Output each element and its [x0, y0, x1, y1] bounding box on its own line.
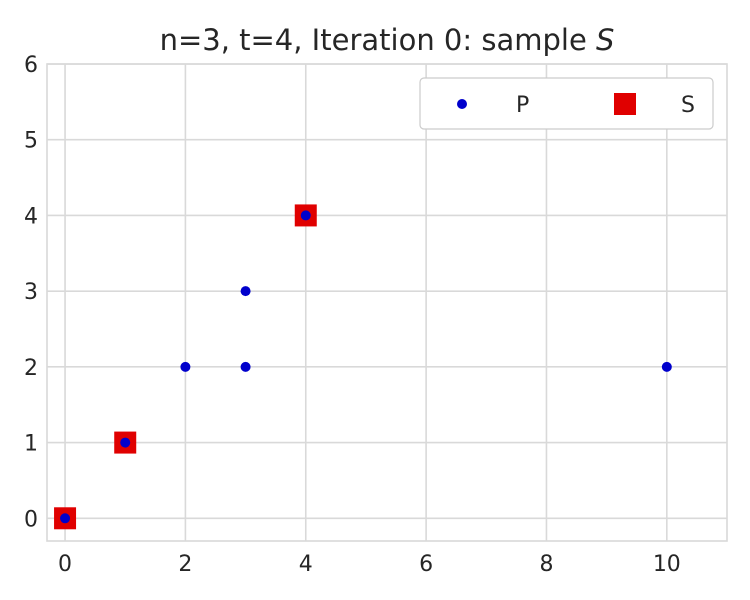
grid-lines — [47, 63, 727, 541]
legend-label-s: S — [681, 93, 695, 118]
legend-box — [419, 77, 714, 130]
legend-label-p: P — [516, 93, 529, 118]
plot-frame — [46, 63, 728, 542]
chart-title: n=3, t=4, Iteration 0: sample S — [160, 23, 615, 57]
x-tick-label: 10 — [653, 552, 681, 577]
chart-title-text: n=3, t=4, Iteration 0: sample — [160, 23, 596, 57]
x-tick-label: 2 — [178, 552, 192, 577]
legend: P S — [419, 77, 714, 130]
chart-title-italic: S — [596, 23, 614, 57]
point-p — [661, 361, 672, 372]
y-tick-label: 5 — [24, 129, 38, 154]
point-p — [180, 361, 191, 372]
point-p — [60, 513, 71, 524]
point-p — [240, 286, 251, 297]
x-tick-label: 4 — [299, 552, 313, 577]
y-tick-label: 6 — [24, 53, 38, 78]
x-tick-label: 6 — [419, 552, 433, 577]
point-p — [120, 437, 131, 448]
tick-labels: 0 2 4 6 8 10 0 1 2 3 4 5 6 — [24, 53, 681, 577]
x-tick-label: 0 — [58, 552, 72, 577]
y-tick-label: 4 — [24, 204, 38, 229]
y-tick-label: 0 — [24, 507, 38, 532]
y-tick-label: 3 — [24, 280, 38, 305]
y-tick-label: 2 — [24, 356, 38, 381]
y-tick-label: 1 — [24, 432, 38, 457]
legend-marker-p — [457, 99, 467, 109]
legend-marker-s — [614, 93, 636, 115]
point-p — [300, 210, 311, 221]
data-points — [54, 204, 672, 530]
point-p — [240, 361, 251, 372]
x-tick-label: 8 — [539, 552, 553, 577]
